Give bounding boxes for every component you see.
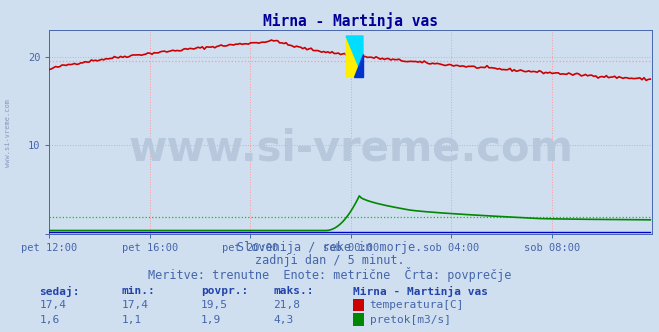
Text: 17,4: 17,4 [40, 300, 67, 310]
Text: pretok[m3/s]: pretok[m3/s] [370, 315, 451, 325]
Text: povpr.:: povpr.: [201, 286, 248, 295]
Text: min.:: min.: [122, 286, 156, 295]
Polygon shape [346, 36, 363, 77]
Polygon shape [346, 36, 363, 77]
Text: www.si-vreme.com: www.si-vreme.com [129, 127, 573, 169]
Polygon shape [354, 54, 363, 77]
Text: 1,1: 1,1 [122, 315, 142, 325]
Text: maks.:: maks.: [273, 286, 314, 295]
Text: temperatura[C]: temperatura[C] [370, 300, 464, 310]
Text: 1,9: 1,9 [201, 315, 221, 325]
Text: Slovenija / reke in morje.: Slovenija / reke in morje. [237, 241, 422, 254]
Text: 19,5: 19,5 [201, 300, 228, 310]
Text: www.si-vreme.com: www.si-vreme.com [5, 99, 11, 167]
Text: 1,6: 1,6 [40, 315, 60, 325]
Text: sedaj:: sedaj: [40, 286, 80, 296]
Text: 4,3: 4,3 [273, 315, 294, 325]
Text: 17,4: 17,4 [122, 300, 149, 310]
Text: Mirna - Martinja vas: Mirna - Martinja vas [353, 286, 488, 296]
Title: Mirna - Martinja vas: Mirna - Martinja vas [264, 12, 438, 29]
Text: Meritve: trenutne  Enote: metrične  Črta: povprečje: Meritve: trenutne Enote: metrične Črta: … [148, 267, 511, 282]
Text: zadnji dan / 5 minut.: zadnji dan / 5 minut. [254, 254, 405, 267]
Text: 21,8: 21,8 [273, 300, 301, 310]
